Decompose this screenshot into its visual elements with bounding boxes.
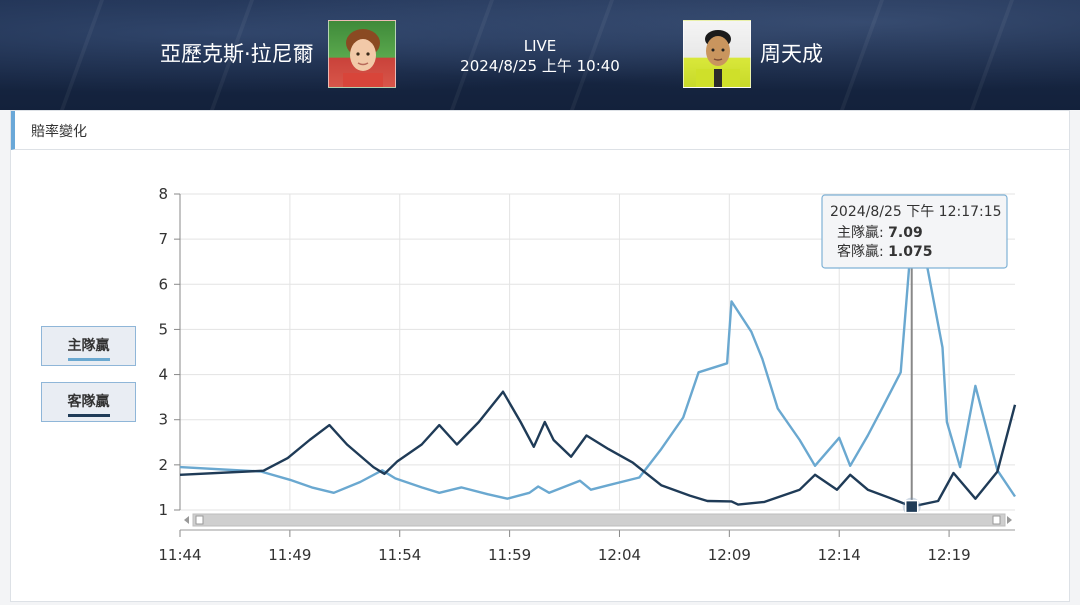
x-tick-label: 11:59 xyxy=(488,546,531,564)
tooltip-away-label: 客隊贏: xyxy=(837,243,888,260)
y-tick-label: 8 xyxy=(158,185,168,203)
crosshair xyxy=(902,230,921,516)
x-tick-label: 11:54 xyxy=(378,546,421,564)
series-line-home-win xyxy=(179,233,1016,500)
match-status: LIVE 2024/8/25 上午 10:40 xyxy=(440,36,640,76)
y-axis: 1 2 3 4 5 6 7 8 xyxy=(158,185,181,519)
legend-away-win-label: 客隊贏 xyxy=(67,394,110,410)
y-tick-label: 6 xyxy=(158,275,168,293)
scroll-left-arrow-icon xyxy=(184,516,189,524)
tooltip-home-row: 主隊贏: 7.09 xyxy=(837,225,923,241)
y-tick-label: 4 xyxy=(158,366,168,384)
panel-title: 賠率變化 xyxy=(31,124,87,140)
live-label: LIVE xyxy=(523,37,557,55)
tooltip-away-row: 客隊贏: 1.075 xyxy=(837,243,932,260)
home-player-avatar xyxy=(328,20,396,88)
x-tick-label: 12:04 xyxy=(598,546,641,564)
tooltip-box xyxy=(821,194,1008,269)
y-tick-label: 1 xyxy=(158,501,168,519)
legend-away-win-swatch xyxy=(67,414,110,417)
legend-home-win-button[interactable]: 主隊贏 xyxy=(41,326,136,366)
highlight-marker-away xyxy=(904,499,919,514)
y-tick-label: 3 xyxy=(158,411,168,429)
tooltip-away-value: 1.075 xyxy=(888,244,932,260)
x-tick-label: 12:19 xyxy=(927,546,970,564)
x-tick-label: 11:49 xyxy=(268,546,311,564)
match-banner: 亞歷克斯·拉尼爾 LIVE 2024/8/25 上午 10:40 周天成 xyxy=(0,0,1080,110)
tooltip-home-value: 7.09 xyxy=(888,225,923,241)
home-player-name: 亞歷克斯·拉尼爾 xyxy=(160,42,314,66)
scrollbar-track xyxy=(192,513,1006,527)
legend-home-win-label: 主隊贏 xyxy=(67,338,110,354)
y-tick-label: 7 xyxy=(158,230,168,248)
away-player-avatar xyxy=(683,20,751,88)
tooltip-time: 2024/8/25 下午 12:17:15 xyxy=(830,204,1002,220)
x-tick-label: 12:14 xyxy=(818,546,861,564)
tooltip-home-label: 主隊贏: xyxy=(837,225,888,241)
x-tick-label: 11:44 xyxy=(158,546,201,564)
legend-away-win-button[interactable]: 客隊贏 xyxy=(41,382,136,422)
scrollbar-left-handle xyxy=(195,515,204,525)
away-player-portrait-icon xyxy=(696,30,740,87)
home-player-portrait-icon xyxy=(343,29,383,87)
scrollbar-right-handle xyxy=(992,515,1001,525)
away-player-name: 周天成 xyxy=(760,42,823,66)
chart-tooltip: 2024/8/25 下午 12:17:15 主隊贏: 7.09 客隊贏: 1.0… xyxy=(821,194,1008,269)
y-tick-label: 5 xyxy=(158,320,168,338)
x-axis: 11:44 11:49 11:54 11:59 12:04 12:09 12:14 12:19 xyxy=(158,529,1015,564)
x-tick-label: 12:09 xyxy=(708,546,751,564)
match-time: 2024/8/25 上午 10:40 xyxy=(460,57,620,75)
series-line-away-win xyxy=(179,390,1017,508)
panel-header: 賠率變化 xyxy=(11,111,1069,150)
scroll-right-arrow-icon xyxy=(1007,516,1012,524)
y-tick-label: 2 xyxy=(158,456,168,474)
chart-series xyxy=(179,233,1017,508)
legend-home-win-swatch xyxy=(67,358,110,361)
chart-scrollbar[interactable] xyxy=(184,513,1012,527)
